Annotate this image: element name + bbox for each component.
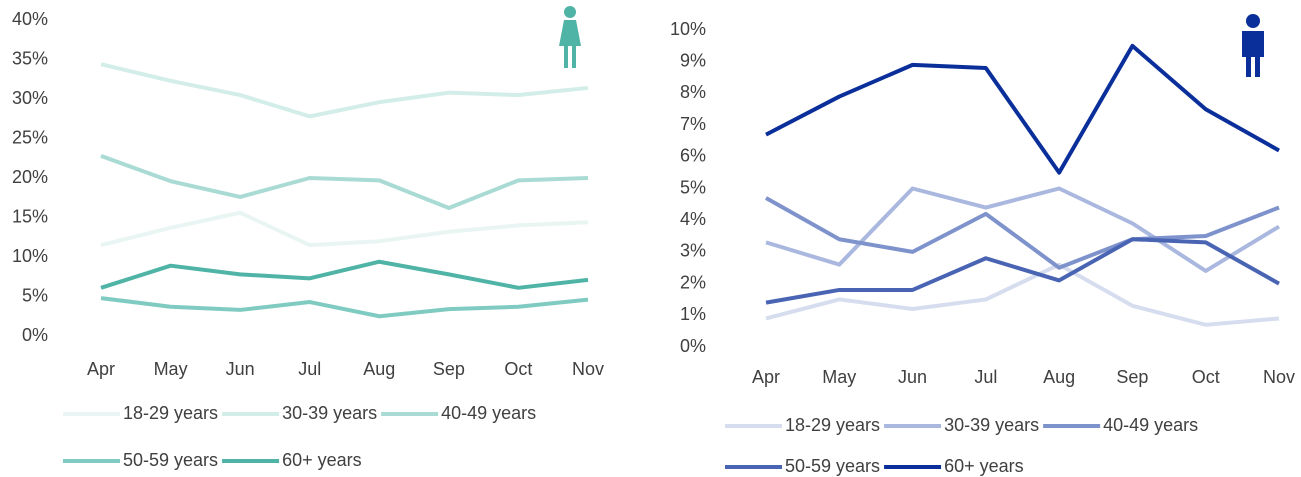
y-tick-label: 0% bbox=[680, 336, 706, 356]
x-tick-label: Nov bbox=[1263, 367, 1295, 387]
x-tick-label: Jul bbox=[974, 367, 997, 387]
y-tick-label: 2% bbox=[680, 272, 706, 292]
legend-label: 40-49 years bbox=[1103, 415, 1198, 435]
y-tick-label: 30% bbox=[12, 88, 48, 108]
y-tick-label: 20% bbox=[12, 167, 48, 187]
y-tick-label: 15% bbox=[12, 206, 48, 226]
legend-label: 18-29 years bbox=[785, 415, 880, 435]
x-tick-label: Aug bbox=[363, 359, 395, 379]
x-tick-label: Nov bbox=[572, 359, 604, 379]
x-tick-label: Jul bbox=[298, 359, 321, 379]
x-tick-label: May bbox=[822, 367, 856, 387]
x-tick-label: Apr bbox=[87, 359, 115, 379]
y-tick-label: 5% bbox=[22, 285, 48, 305]
y-tick-label: 10% bbox=[670, 19, 706, 39]
x-tick-label: May bbox=[154, 359, 188, 379]
series-line bbox=[100, 259, 589, 290]
x-tick-label: Sep bbox=[433, 359, 465, 379]
series-line bbox=[765, 237, 1280, 305]
legend-label: 30-39 years bbox=[282, 403, 377, 423]
series-line bbox=[765, 262, 1280, 327]
legend-label: 60+ years bbox=[282, 450, 362, 470]
legend-label: 60+ years bbox=[944, 456, 1024, 476]
x-tick-label: Sep bbox=[1116, 367, 1148, 387]
legend-label: 18-29 years bbox=[123, 403, 218, 423]
series-line bbox=[765, 43, 1280, 175]
y-tick-label: 10% bbox=[12, 246, 48, 266]
male-icon bbox=[1242, 14, 1264, 77]
y-tick-label: 7% bbox=[680, 114, 706, 134]
series-line bbox=[100, 154, 589, 211]
y-tick-label: 25% bbox=[12, 127, 48, 147]
x-tick-label: Aug bbox=[1043, 367, 1075, 387]
y-tick-label: 1% bbox=[680, 304, 706, 324]
x-tick-label: Jun bbox=[898, 367, 927, 387]
x-tick-label: Jun bbox=[226, 359, 255, 379]
y-tick-label: 6% bbox=[680, 146, 706, 166]
female-icon bbox=[559, 6, 581, 68]
y-tick-label: 9% bbox=[680, 50, 706, 70]
legend-label: 50-59 years bbox=[123, 450, 218, 470]
series-line bbox=[765, 186, 1281, 273]
y-tick-label: 3% bbox=[680, 241, 706, 261]
x-tick-label: Oct bbox=[1192, 367, 1220, 387]
series-line bbox=[765, 196, 1280, 270]
legend-label: 40-49 years bbox=[441, 403, 536, 423]
y-tick-label: 8% bbox=[680, 82, 706, 102]
y-tick-label: 0% bbox=[22, 325, 48, 345]
y-tick-label: 5% bbox=[680, 177, 706, 197]
x-tick-label: Oct bbox=[504, 359, 532, 379]
y-tick-label: 35% bbox=[12, 48, 48, 68]
series-line bbox=[100, 62, 589, 119]
y-tick-label: 4% bbox=[680, 209, 706, 229]
x-tick-label: Apr bbox=[752, 367, 780, 387]
y-tick-label: 40% bbox=[12, 9, 48, 29]
series-line bbox=[100, 210, 589, 248]
legend-label: 50-59 years bbox=[785, 456, 880, 476]
series-line bbox=[100, 296, 589, 319]
legend-label: 30-39 years bbox=[944, 415, 1039, 435]
